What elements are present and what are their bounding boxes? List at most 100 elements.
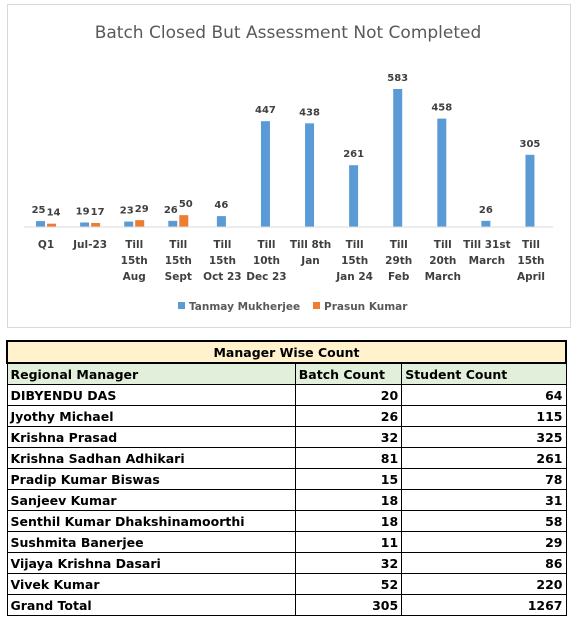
table-body: DIBYENDU DAS 20 64 Jyothy Michael 26 115 Krish… [6,384,567,595]
table-row: Sushmita Banerjee 11 29 [6,531,567,553]
table-row: Jyothy Michael 26 115 [6,405,567,427]
bar-tanmay-mukherjee [216,216,226,227]
category-label: Till 10th Dec 23 [246,239,286,283]
batch-count-cell: 20 [294,384,403,406]
batch-count-cell: 32 [294,552,403,574]
table-row: Sanjeev Kumar 18 31 [6,489,567,511]
category-label: Till 31st March [463,239,511,267]
data-label-prasun-kumar: 14 [47,208,61,219]
batch-count-cell: 32 [294,426,403,448]
grand-total-student-count: 1267 [401,594,567,616]
bar-prasun-kumar [135,220,145,227]
batch-count-cell: 81 [294,447,403,469]
bar-prasun-kumar [47,223,57,227]
bar-prasun-kumar [179,215,189,227]
chart-title: Batch Closed But Assessment Not Complete… [95,23,482,43]
legend-label: Tanmay Mukherjee [189,301,300,313]
category-label: Jul-23 [72,239,107,251]
bar-tanmay-mukherjee [481,220,491,227]
bar-tanmay-mukherjee [36,221,46,227]
grand-total-label: Grand Total [6,594,296,616]
bar-tanmay-mukherjee [260,121,270,227]
data-label-prasun-kumar: 50 [179,199,193,210]
table-row: Vivek Kumar 52 220 [6,573,567,595]
batch-count-cell: 26 [294,405,403,427]
data-label-tanmay-mukherjee: 438 [299,107,320,118]
data-label-prasun-kumar: 17 [91,207,105,218]
header-regional-manager: Regional Manager [6,362,296,385]
student-count-cell: 325 [401,426,567,448]
legend-swatch [178,302,185,309]
category-label: Till 29th Feb [385,239,412,283]
data-label-tanmay-mukherjee: 447 [255,105,276,116]
student-count-cell: 31 [401,489,567,511]
bar-tanmay-mukherjee [393,89,403,227]
data-label-prasun-kumar: 29 [135,204,149,215]
student-count-cell: 78 [401,468,567,490]
table-row: DIBYENDU DAS 20 64 [6,384,567,406]
data-label-tanmay-mukherjee: 46 [214,200,228,211]
bar-tanmay-mukherjee [124,221,134,227]
header-batch-count: Batch Count [294,362,403,385]
manager-name-cell: Vivek Kumar [6,573,296,595]
table-row: Pradip Kumar Biswas 15 78 [6,468,567,490]
category-label: Till 15th Jan 24 [335,239,373,283]
data-label-tanmay-mukherjee: 25 [32,205,46,216]
data-label-tanmay-mukherjee: 458 [431,103,452,114]
grand-total-batch-count: 305 [294,594,403,616]
manager-name-cell: Jyothy Michael [6,405,296,427]
manager-name-cell: Sushmita Banerjee [6,531,296,553]
data-label-tanmay-mukherjee: 26 [479,205,493,216]
data-label-tanmay-mukherjee: 23 [120,206,134,217]
manager-name-cell: DIBYENDU DAS [6,384,296,406]
category-label: Till 15th April [517,239,545,283]
grand-total-row: Grand Total 305 1267 [6,594,567,616]
batch-count-cell: 11 [294,531,403,553]
student-count-cell: 29 [401,531,567,553]
bar-tanmay-mukherjee [305,123,315,227]
data-label-tanmay-mukherjee: 19 [76,207,90,218]
manager-table-panel: Manager Wise Count Regional Manager Batc… [6,340,567,616]
manager-name-cell: Senthil Kumar Dhakshinamoorthi [6,510,296,532]
bar-tanmay-mukherjee [80,222,90,227]
category-label: Q1 [38,239,54,251]
student-count-cell: 64 [401,384,567,406]
data-label-tanmay-mukherjee: 305 [520,139,541,150]
legend-swatch [313,302,320,309]
header-student-count: Student Count [401,362,567,385]
manager-wise-table: Manager Wise Count Regional Manager Batc… [6,340,567,616]
manager-name-cell: Krishna Sadhan Adhikari [6,447,296,469]
bars-group [36,89,535,227]
bar-tanmay-mukherjee [437,118,447,227]
manager-name-cell: Krishna Prasad [6,426,296,448]
legend-label: Prasun Kumar [324,301,408,313]
bar-tanmay-mukherjee [349,165,359,227]
bar-chart: Batch Closed But Assessment Not Complete… [24,23,553,313]
category-label: Till 15th Oct 23 [203,239,241,283]
bar-tanmay-mukherjee [525,154,535,227]
student-count-cell: 115 [401,405,567,427]
manager-name-cell: Sanjeev Kumar [6,489,296,511]
data-label-tanmay-mukherjee: 583 [387,73,408,84]
table-title: Manager Wise Count [6,340,567,364]
chart-panel: Batch Closed But Assessment Not Complete… [7,4,571,328]
student-count-cell: 220 [401,573,567,595]
data-label-tanmay-mukherjee: 261 [343,149,364,160]
batch-count-cell: 18 [294,489,403,511]
student-count-cell: 86 [401,552,567,574]
student-count-cell: 58 [401,510,567,532]
legend: Tanmay Mukherjee Prasun Kumar [178,301,408,313]
bar-tanmay-mukherjee [168,220,178,227]
category-label: Till 15th Sept [165,239,192,283]
category-label: Till 15th Aug [121,239,148,283]
table-row: Krishna Prasad 32 325 [6,426,567,448]
category-labels-group: Q1 Jul-23 Till 15th Aug Till 15th Sept Till 15th O… [38,239,545,283]
manager-name-cell: Pradip Kumar Biswas [6,468,296,490]
category-label: Till 8th Jan [290,239,331,267]
batch-count-cell: 18 [294,510,403,532]
bar-prasun-kumar [91,222,101,227]
category-label: Till 20th March [425,239,461,283]
batch-count-cell: 52 [294,573,403,595]
table-row: Vijaya Krishna Dasari 32 86 [6,552,567,574]
